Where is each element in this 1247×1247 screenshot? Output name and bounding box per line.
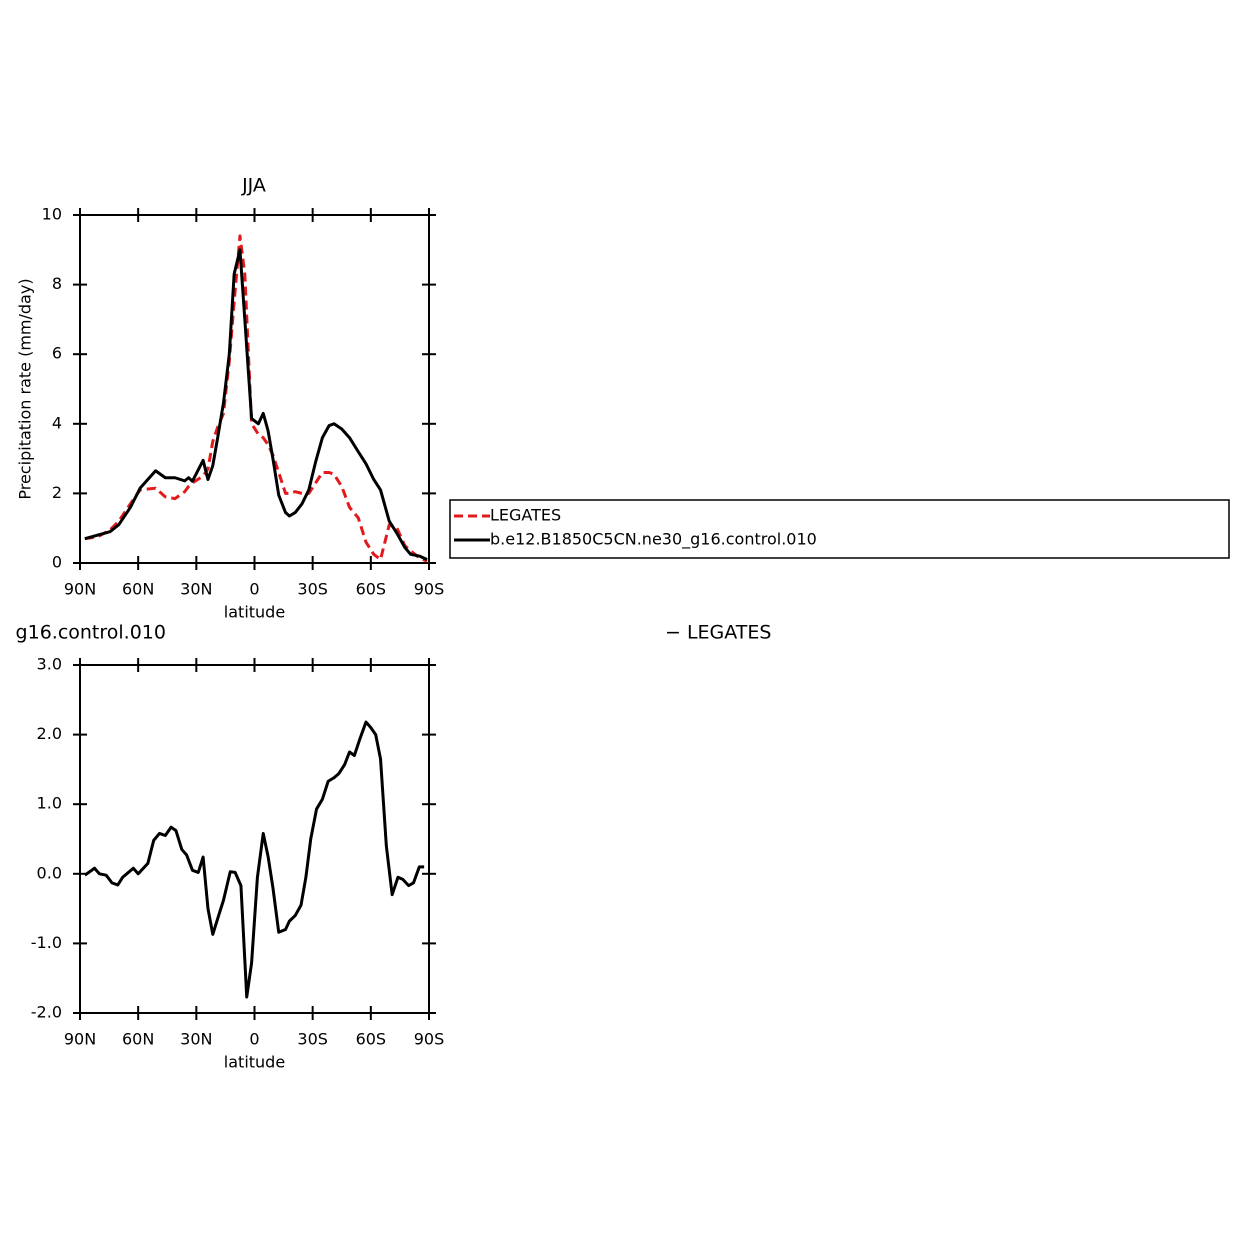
y-tick-label: 2.0 [37, 724, 62, 743]
x-tick-label: 90S [414, 580, 445, 599]
x-tick-label: 30N [180, 1030, 212, 1049]
x-tick-label: 60N [122, 1030, 154, 1049]
y-tick-label: 1.0 [37, 794, 62, 813]
x-tick-label: 90S [414, 1030, 445, 1049]
x-tick-label: 30S [297, 580, 328, 599]
chart-title: JJA [241, 175, 266, 197]
y-tick-label: 0.0 [37, 863, 62, 882]
x-tick-label: 90N [64, 1030, 96, 1049]
y-tick-label: -2.0 [31, 1003, 62, 1022]
y-tick-label: 0 [52, 553, 62, 572]
legend-box [449, 499, 1230, 559]
legend-label: b.e12.B1850C5CN.ne30_g16.control.010 [490, 530, 817, 550]
x-tick-label: 60S [356, 580, 387, 599]
x-tick-label: 0 [249, 580, 259, 599]
chart-subtitle: − LEGATES [665, 622, 771, 644]
data-line [83, 720, 425, 999]
plot-frame [79, 664, 430, 1014]
y-axis-label: Precipitation rate (mm/day) [16, 278, 35, 499]
y-tick-label: 4 [52, 413, 62, 432]
data-line [84, 234, 428, 563]
y-tick-label: 8 [52, 274, 62, 293]
x-axis-label: latitude [224, 1053, 285, 1072]
y-tick-label: 6 [52, 344, 62, 363]
y-tick-label: 10 [42, 205, 62, 224]
x-tick-label: 30S [297, 1030, 328, 1049]
x-axis-label: latitude [224, 603, 285, 622]
x-tick-label: 30N [180, 580, 212, 599]
legend-label: LEGATES [490, 506, 561, 525]
chart-title: g16.control.010 [16, 622, 166, 644]
x-tick-label: 90N [64, 580, 96, 599]
x-tick-label: 60S [356, 1030, 387, 1049]
x-tick-label: 0 [249, 1030, 259, 1049]
data-line [84, 248, 428, 561]
y-tick-label: 3.0 [37, 655, 62, 674]
x-tick-label: 60N [122, 580, 154, 599]
y-tick-label: 2 [52, 483, 62, 502]
y-tick-label: -1.0 [31, 933, 62, 952]
plot-frame [79, 214, 430, 564]
